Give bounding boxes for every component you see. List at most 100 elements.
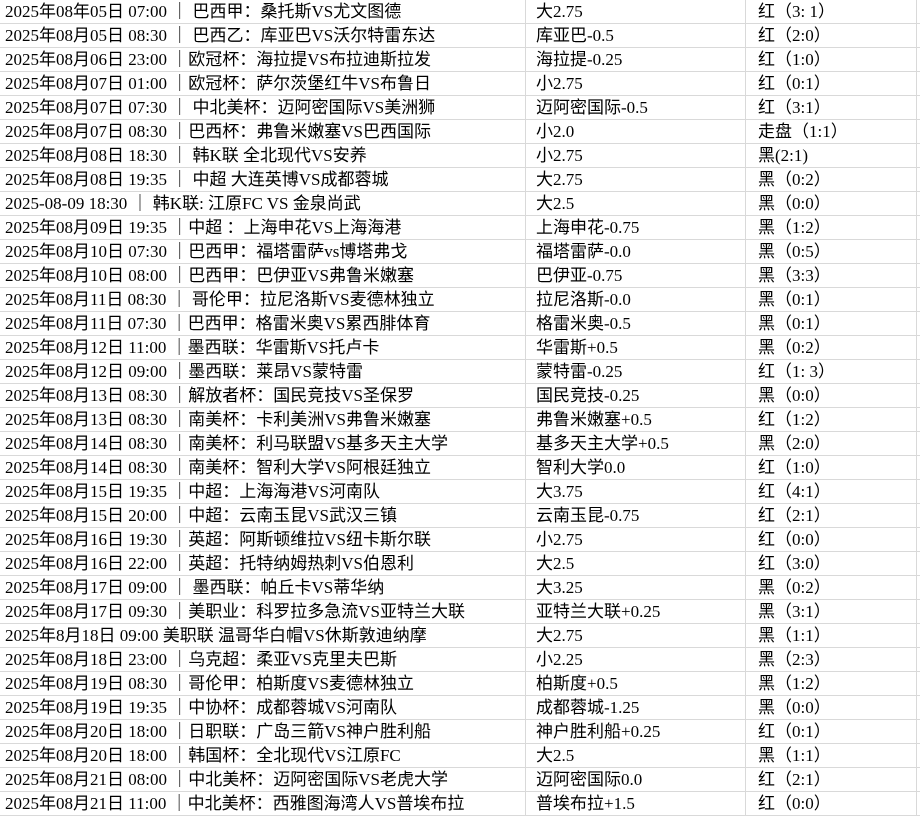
handicap-cell[interactable]: 拉尼洛斯-0.0 (526, 288, 746, 311)
result-cell[interactable]: 黑（0:1） (746, 288, 917, 311)
match-info-cell[interactable]: 2025年08月17日 09:00 ｜ 墨西联：帕丘卡VS蒂华纳 (0, 576, 526, 599)
match-info-cell[interactable]: 2025年08月13日 08:30 ｜南美杯：卡利美洲VS弗鲁米嫩塞 (0, 408, 526, 431)
result-cell[interactable]: 黑（1:1） (746, 744, 917, 767)
handicap-cell[interactable]: 云南玉昆-0.75 (526, 504, 746, 527)
handicap-cell[interactable]: 库亚巴-0.5 (526, 24, 746, 47)
match-info-cell[interactable]: 2025年08月05日 08:30 ｜ 巴西乙：库亚巴VS沃尔特雷东达 (0, 24, 526, 47)
match-info-cell[interactable]: 2025年08月20日 18:00 ｜日职联：广岛三箭VS神户胜利船 (0, 720, 526, 743)
handicap-cell[interactable]: 柏斯度+0.5 (526, 672, 746, 695)
match-info-cell[interactable]: 2025年08月15日 20:00 ｜中超：云南玉昆VS武汉三镇 (0, 504, 526, 527)
handicap-cell[interactable]: 普埃布拉+1.5 (526, 792, 746, 815)
match-info-cell[interactable]: 2025年08月21日 11:00 ｜中北美杯：西雅图海湾人VS普埃布拉 (0, 792, 526, 815)
result-cell[interactable]: 红（0:0） (746, 528, 917, 551)
result-cell[interactable]: 黑（0:1） (746, 312, 917, 335)
handicap-cell[interactable]: 海拉提-0.25 (526, 48, 746, 71)
handicap-cell[interactable]: 国民竞技-0.25 (526, 384, 746, 407)
result-cell[interactable]: 红（0:1） (746, 720, 917, 743)
match-info-cell[interactable]: 2025年08月11日 08:30 ｜ 哥伦甲：拉尼洛斯VS麦德林独立 (0, 288, 526, 311)
match-info-cell[interactable]: 2025年08月21日 08:00 ｜中北美杯：迈阿密国际VS老虎大学 (0, 768, 526, 791)
result-cell[interactable]: 红（0:0） (746, 792, 917, 815)
result-cell[interactable]: 黑（0:5） (746, 240, 917, 263)
result-cell[interactable]: 红（1:0） (746, 456, 917, 479)
result-cell[interactable]: 走盘（1:1） (746, 120, 917, 143)
match-info-cell[interactable]: 2025年08月08日 19:35 ｜ 中超 大连英博VS成都蓉城 (0, 168, 526, 191)
result-cell[interactable]: 黑（0:2） (746, 168, 917, 191)
match-info-cell[interactable]: 2025年08月14日 08:30 ｜南美杯：智利大学VS阿根廷独立 (0, 456, 526, 479)
match-info-cell[interactable]: 2025年08月20日 18:00 ｜韩国杯：全北现代VS江原FC (0, 744, 526, 767)
result-cell[interactable]: 红（1: 3） (746, 360, 917, 383)
result-cell[interactable]: 黑（3:1） (746, 600, 917, 623)
result-cell[interactable]: 红（1:0） (746, 48, 917, 71)
match-info-cell[interactable]: 2025年08月14日 08:30 ｜南美杯：利马联盟VS基多天主大学 (0, 432, 526, 455)
handicap-cell[interactable]: 迈阿密国际-0.5 (526, 96, 746, 119)
handicap-cell[interactable]: 格雷米奥-0.5 (526, 312, 746, 335)
result-cell[interactable]: 红（3:0） (746, 552, 917, 575)
result-cell[interactable]: 红（4:1） (746, 480, 917, 503)
result-cell[interactable]: 红（2:0） (746, 24, 917, 47)
handicap-cell[interactable]: 福塔雷萨-0.0 (526, 240, 746, 263)
result-cell[interactable]: 黑（2:0） (746, 432, 917, 455)
match-info-cell[interactable]: 2025年08月19日 19:35 ｜中协杯：成都蓉城VS河南队 (0, 696, 526, 719)
result-cell[interactable]: 红（2:1） (746, 768, 917, 791)
handicap-cell[interactable]: 神户胜利船+0.25 (526, 720, 746, 743)
handicap-cell[interactable]: 大2.75 (526, 0, 746, 23)
result-cell[interactable]: 黑（0:0） (746, 192, 917, 215)
result-cell[interactable]: 红（1:2） (746, 408, 917, 431)
match-info-cell[interactable]: 2025-08-09 18:30 ｜ 韩K联: 江原FC VS 金泉尚武 (0, 192, 526, 215)
result-cell[interactable]: 黑（1:1） (746, 624, 917, 647)
result-cell[interactable]: 黑（0:0） (746, 384, 917, 407)
match-info-cell[interactable]: 2025年08月07日 01:00 ｜欧冠杯：萨尔茨堡红牛VS布鲁日 (0, 72, 526, 95)
match-info-cell[interactable]: 2025年08月12日 11:00 ｜墨西联：华雷斯VS托卢卡 (0, 336, 526, 359)
handicap-cell[interactable]: 巴伊亚-0.75 (526, 264, 746, 287)
handicap-cell[interactable]: 蒙特雷-0.25 (526, 360, 746, 383)
handicap-cell[interactable]: 亚特兰大联+0.25 (526, 600, 746, 623)
handicap-cell[interactable]: 小2.75 (526, 528, 746, 551)
result-cell[interactable]: 黑（0:2） (746, 576, 917, 599)
handicap-cell[interactable]: 迈阿密国际0.0 (526, 768, 746, 791)
match-info-cell[interactable]: 2025年8月18日 09:00 美职联 温哥华白帽VS休斯敦迪纳摩 (0, 624, 526, 647)
result-cell[interactable]: 黑(2:1) (746, 144, 917, 167)
result-cell[interactable]: 红（0:1） (746, 72, 917, 95)
match-info-cell[interactable]: 2025年08月16日 19:30 ｜英超：阿斯顿维拉VS纽卡斯尔联 (0, 528, 526, 551)
handicap-cell[interactable]: 大2.5 (526, 192, 746, 215)
result-cell[interactable]: 黑（1:2） (746, 672, 917, 695)
result-cell[interactable]: 黑（1:2） (746, 216, 917, 239)
result-cell[interactable]: 黑（0:2） (746, 336, 917, 359)
handicap-cell[interactable]: 大2.75 (526, 168, 746, 191)
handicap-cell[interactable]: 大3.75 (526, 480, 746, 503)
match-info-cell[interactable]: 2025年08月08日 18:30 ｜ 韩K联 全北现代VS安养 (0, 144, 526, 167)
match-info-cell[interactable]: 2025年08月09日 19:35 ｜中超 ：上海申花VS上海海港 (0, 216, 526, 239)
match-info-cell[interactable]: 2025年08月11日 07:30 ｜巴西甲：格雷米奥VS累西腓体育 (0, 312, 526, 335)
handicap-cell[interactable]: 智利大学0.0 (526, 456, 746, 479)
match-info-cell[interactable]: 2025年08月10日 08:00 ｜巴西甲：巴伊亚VS弗鲁米嫩塞 (0, 264, 526, 287)
match-info-cell[interactable]: 2025年08月06日 23:00 ｜欧冠杯：海拉提VS布拉迪斯拉发 (0, 48, 526, 71)
match-info-cell[interactable]: 2025年08月17日 09:30 ｜美职业：科罗拉多急流VS亚特兰大联 (0, 600, 526, 623)
match-info-cell[interactable]: 2025年08月12日 09:00 ｜墨西联：莱昂VS蒙特雷 (0, 360, 526, 383)
handicap-cell[interactable]: 大3.25 (526, 576, 746, 599)
handicap-cell[interactable]: 小2.75 (526, 72, 746, 95)
match-info-cell[interactable]: 2025年08月10日 07:30 ｜巴西甲：福塔雷萨vs博塔弗戈 (0, 240, 526, 263)
result-cell[interactable]: 红（3: 1） (746, 0, 917, 23)
match-info-cell[interactable]: 2025年08月13日 08:30 ｜解放者杯：国民竞技VS圣保罗 (0, 384, 526, 407)
handicap-cell[interactable]: 基多天主大学+0.5 (526, 432, 746, 455)
handicap-cell[interactable]: 弗鲁米嫩塞+0.5 (526, 408, 746, 431)
handicap-cell[interactable]: 大2.5 (526, 744, 746, 767)
handicap-cell[interactable]: 小2.75 (526, 144, 746, 167)
result-cell[interactable]: 黑（3:3） (746, 264, 917, 287)
handicap-cell[interactable]: 小2.0 (526, 120, 746, 143)
match-info-cell[interactable]: 2025年08月15日 19:35 ｜中超：上海海港VS河南队 (0, 480, 526, 503)
match-info-cell[interactable]: 2025年08年05日 07:00 ｜ 巴西甲：桑托斯VS尤文图德 (0, 0, 526, 23)
handicap-cell[interactable]: 小2.25 (526, 648, 746, 671)
result-cell[interactable]: 黑（0:0） (746, 696, 917, 719)
match-info-cell[interactable]: 2025年08月18日 23:00 ｜乌克超：柔亚VS克里夫巴斯 (0, 648, 526, 671)
handicap-cell[interactable]: 大2.75 (526, 624, 746, 647)
match-info-cell[interactable]: 2025年08月16日 22:00 ｜英超：托特纳姆热刺VS伯恩利 (0, 552, 526, 575)
match-info-cell[interactable]: 2025年08月07日 08:30 ｜巴西杯：弗鲁米嫩塞VS巴西国际 (0, 120, 526, 143)
result-cell[interactable]: 红（3:1） (746, 96, 917, 119)
result-cell[interactable]: 黑（2:3） (746, 648, 917, 671)
handicap-cell[interactable]: 上海申花-0.75 (526, 216, 746, 239)
match-info-cell[interactable]: 2025年08月19日 08:30 ｜哥伦甲：柏斯度VS麦德林独立 (0, 672, 526, 695)
handicap-cell[interactable]: 成都蓉城-1.25 (526, 696, 746, 719)
match-info-cell[interactable]: 2025年08月07日 07:30 ｜ 中北美杯：迈阿密国际VS美洲狮 (0, 96, 526, 119)
handicap-cell[interactable]: 大2.5 (526, 552, 746, 575)
